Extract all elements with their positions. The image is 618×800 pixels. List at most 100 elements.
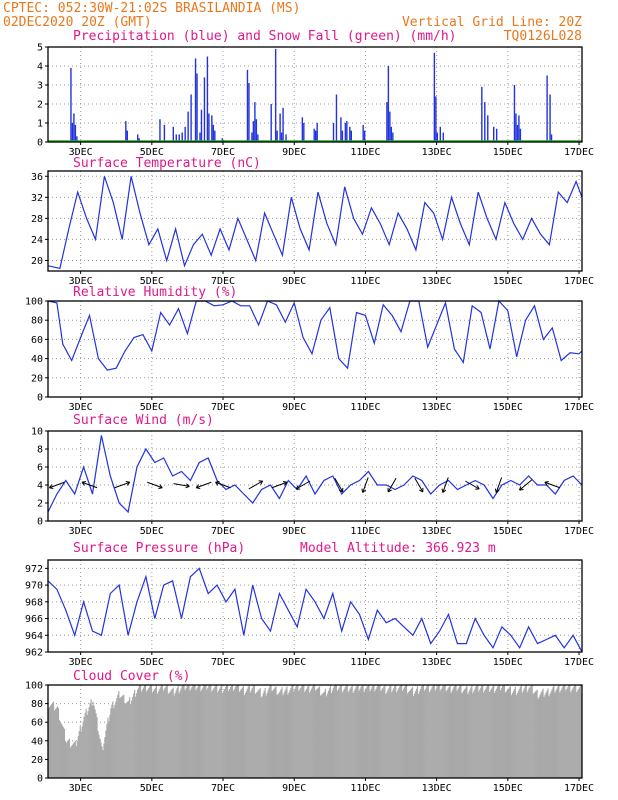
rh-xtick-label: 3DEC	[69, 402, 93, 413]
cloud-cover-bar	[293, 691, 295, 778]
cloud-cover-bar	[371, 687, 373, 778]
precip-bar	[515, 113, 517, 142]
precip-bar	[484, 102, 486, 142]
cloud-cover-bar	[580, 685, 582, 778]
cloud-cover-bar	[526, 692, 528, 778]
cloud-cover-bar	[332, 687, 334, 778]
cloud-cover-bar	[554, 692, 556, 778]
cloud-cover-bar	[439, 690, 441, 778]
station-header: CPTEC: 052:30W-21:02S BRASILANDIA (MS)	[3, 1, 300, 16]
cloud-cover-bar	[291, 685, 293, 778]
wind-ytick-label: 4	[37, 481, 43, 492]
cloud-cover-bar	[573, 686, 575, 778]
precip-ytick-label: 5	[37, 43, 43, 54]
temp-ytick-label: 32	[31, 193, 43, 204]
cloud-cover-bar	[55, 707, 58, 778]
cloud-cover-bar	[424, 689, 426, 778]
cloud-cover-bar	[242, 686, 244, 778]
cloud-cover-bar	[373, 685, 375, 778]
cloud-cover-bar	[469, 689, 471, 778]
cloud-cover-bar	[315, 689, 318, 778]
cloud-cover-bar	[473, 691, 475, 778]
pres-xtick-label: 11DEC	[350, 657, 380, 668]
cloud-cover-bar	[102, 750, 104, 778]
cloud-xtick-label: 17DEC	[564, 783, 594, 794]
cloud-cover-bar	[317, 687, 320, 778]
cloud-cover-bar	[151, 692, 154, 778]
cloud-cover-bar	[160, 685, 162, 778]
cloud-cover-bar	[89, 703, 91, 778]
rh-ytick-label: 20	[31, 373, 43, 384]
precip-bar	[212, 124, 215, 142]
cloud-cover-bar	[85, 708, 87, 778]
cloud-cover-bar	[177, 685, 179, 778]
cloud-cover-bar	[301, 686, 303, 778]
cloud-cover-bar	[401, 685, 403, 778]
cloud-cover-bar	[239, 690, 242, 778]
precip-bar	[335, 94, 338, 142]
cloud-cover-bar	[105, 730, 107, 778]
cloud-cover-bar	[519, 686, 521, 778]
cloud-cover-bar	[303, 685, 305, 778]
pres-series-line	[47, 567, 583, 653]
cloud-cover-bar	[398, 688, 400, 778]
cloud-ytick-label: 40	[31, 736, 43, 747]
cloud-cover-bar	[216, 685, 218, 778]
cloud-cover-bar	[223, 690, 225, 778]
precip-bar	[206, 56, 209, 142]
cloud-cover-bar	[198, 685, 200, 778]
cloud-cover-bar	[441, 687, 443, 778]
cloud-cover-bar	[57, 708, 60, 778]
cloud-cover-bar	[355, 686, 357, 778]
cloud-cover-bar	[93, 705, 95, 778]
cloud-cover-bar	[579, 687, 581, 778]
cloud-cover-bar	[337, 689, 339, 778]
cloud-cover-bar	[382, 687, 384, 778]
cloud-cover-bar	[244, 693, 246, 778]
cloud-cover-bar	[383, 686, 385, 778]
cloud-cover-bar	[578, 688, 580, 778]
precip-bar	[199, 132, 201, 142]
cloud-cover-bar	[418, 691, 421, 778]
cloud-cover-bar	[428, 692, 430, 778]
cloud-cover-bar	[504, 692, 507, 778]
cloud-cover-bar	[361, 685, 363, 778]
cloud-cover-bar	[304, 691, 306, 778]
cloud-cover-bar	[462, 691, 464, 778]
precip-bar	[280, 132, 283, 142]
cloud-cover-bar	[260, 697, 262, 778]
precip-xtick-label: 11DEC	[350, 147, 380, 158]
cloud-cover-bar	[161, 685, 163, 778]
cloud-cover-bar	[282, 695, 284, 778]
cloud-cover-bar	[65, 742, 67, 778]
cloud-cover-bar	[209, 685, 211, 778]
cloud-cover-bar	[81, 726, 83, 778]
cloud-cover-bar	[359, 688, 361, 778]
wind-arrow-head	[441, 488, 447, 493]
cloud-cover-bar	[357, 685, 359, 778]
cloud-cover-bar	[56, 706, 59, 778]
cloud-cover-bar	[185, 688, 187, 778]
cloud-cover-bar	[363, 691, 365, 778]
cloud-cover-bar	[409, 689, 412, 778]
cloud-cover-bar	[434, 690, 436, 778]
cloud-cover-bar	[149, 685, 152, 778]
cloud-cover-bar	[498, 685, 501, 778]
precip-bar	[386, 102, 388, 142]
cloud-cover-bar	[123, 694, 125, 778]
cloud-cover-bar	[195, 690, 197, 778]
cloud-cover-bar	[70, 746, 72, 778]
cloud-xtick-label: 11DEC	[350, 783, 380, 794]
cloud-cover-bar	[340, 685, 342, 778]
cloud-cover-bar	[174, 693, 176, 778]
cloud-cover-bar	[483, 692, 485, 778]
cloud-cover-bar	[300, 687, 302, 778]
rh-ytick-label: 100	[25, 297, 43, 308]
cloud-cover-bar	[364, 690, 366, 778]
cloud-cover-bar	[531, 685, 533, 778]
precip-bar	[350, 130, 352, 142]
cloud-cover-bar	[251, 688, 253, 778]
cloud-cover-bar	[138, 685, 141, 778]
cloud-cover-bar	[152, 690, 155, 778]
cloud-cover-bar	[204, 685, 206, 778]
